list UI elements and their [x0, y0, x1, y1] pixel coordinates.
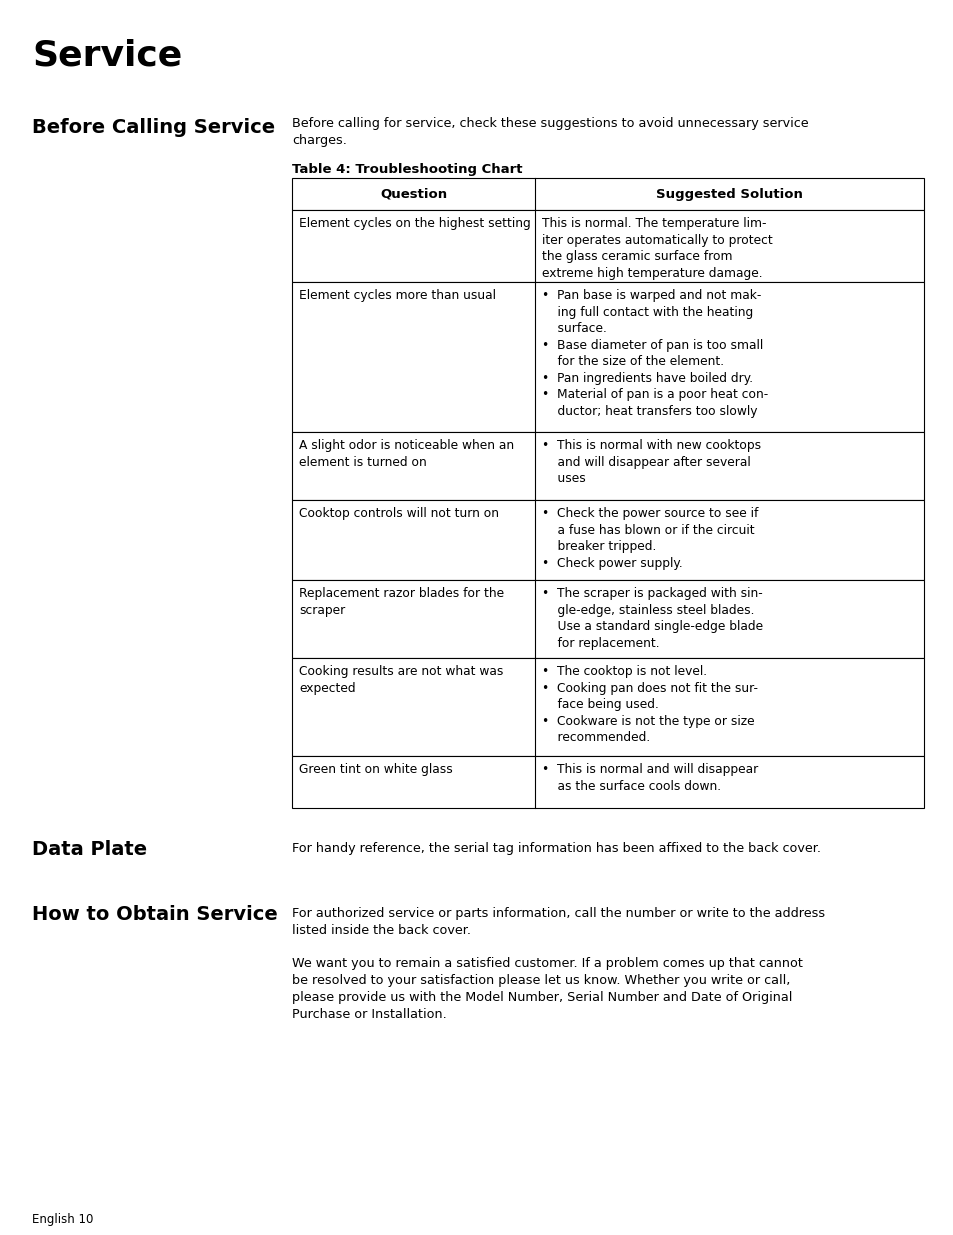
Text: Suggested Solution: Suggested Solution	[656, 188, 802, 200]
Text: Before calling for service, check these suggestions to avoid unnecessary service: Before calling for service, check these …	[292, 117, 808, 147]
Text: How to Obtain Service: How to Obtain Service	[32, 905, 277, 924]
Text: Data Plate: Data Plate	[32, 840, 147, 860]
Bar	[292, 658, 923, 756]
Bar	[292, 500, 923, 580]
Text: Table 4: Troubleshooting Chart: Table 4: Troubleshooting Chart	[292, 163, 522, 177]
Bar	[292, 580, 923, 658]
Text: This is normal. The temperature lim-
iter operates automatically to protect
the : This is normal. The temperature lim- ite…	[541, 217, 772, 279]
Text: A slight odor is noticeable when an
element is turned on: A slight odor is noticeable when an elem…	[298, 438, 514, 468]
Text: Element cycles on the highest setting: Element cycles on the highest setting	[298, 217, 530, 230]
Text: For authorized service or parts information, call the number or write to the add: For authorized service or parts informat…	[292, 906, 824, 937]
Text: English 10: English 10	[32, 1213, 93, 1226]
Text: •  The cooktop is not level.
•  Cooking pan does not fit the sur-
    face being: • The cooktop is not level. • Cooking pa…	[541, 664, 758, 743]
Text: Before Calling Service: Before Calling Service	[32, 119, 274, 137]
Text: Element cycles more than usual: Element cycles more than usual	[298, 289, 496, 303]
Text: Cooktop controls will not turn on: Cooktop controls will not turn on	[298, 508, 498, 520]
Bar	[292, 432, 923, 500]
Bar	[292, 178, 923, 210]
Text: Replacement razor blades for the
scraper: Replacement razor blades for the scraper	[298, 587, 503, 616]
Text: •  Pan base is warped and not mak-
    ing full contact with the heating
    sur: • Pan base is warped and not mak- ing fu…	[541, 289, 768, 417]
Bar	[292, 756, 923, 808]
Text: •  The scraper is packaged with sin-
    gle-edge, stainless steel blades.
    U: • The scraper is packaged with sin- gle-…	[541, 587, 762, 650]
Text: We want you to remain a satisfied customer. If a problem comes up that cannot
be: We want you to remain a satisfied custom…	[292, 957, 802, 1021]
Text: Question: Question	[379, 188, 447, 200]
Text: •  This is normal and will disappear
    as the surface cools down.: • This is normal and will disappear as t…	[541, 763, 758, 793]
Text: Service: Service	[32, 38, 182, 72]
Bar	[292, 282, 923, 432]
Text: Cooking results are not what was
expected: Cooking results are not what was expecte…	[298, 664, 503, 694]
Text: •  Check the power source to see if
    a fuse has blown or if the circuit
    b: • Check the power source to see if a fus…	[541, 508, 758, 569]
Text: For handy reference, the serial tag information has been affixed to the back cov: For handy reference, the serial tag info…	[292, 842, 821, 855]
Bar	[292, 210, 923, 282]
Text: Green tint on white glass: Green tint on white glass	[298, 763, 453, 776]
Text: •  This is normal with new cooktops
    and will disappear after several
    use: • This is normal with new cooktops and w…	[541, 438, 760, 485]
